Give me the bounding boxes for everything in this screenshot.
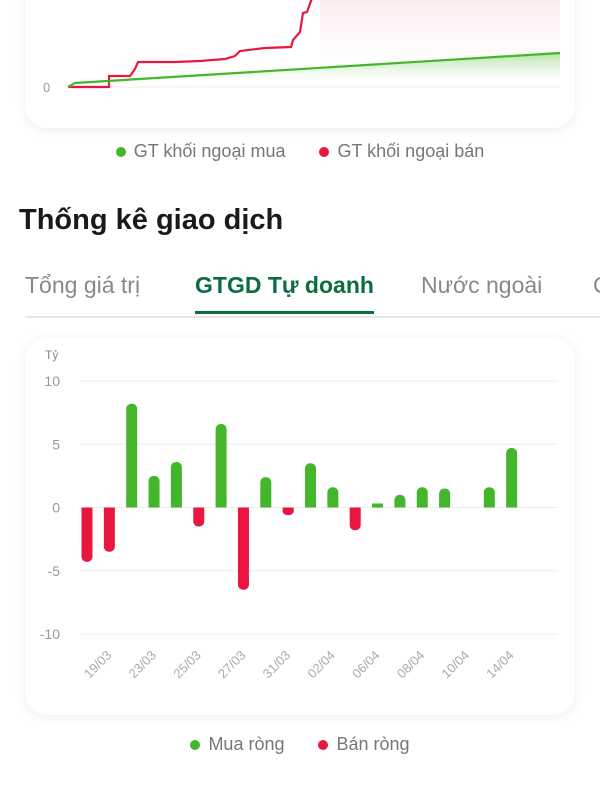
bar-base [170,502,182,508]
bar-base [416,502,428,508]
legend-label: GT khối ngoại mua [133,141,286,161]
green-dot-icon [115,146,126,157]
bar-base [372,503,384,508]
legend-label: GT khối ngoại bán [337,141,485,161]
bar-base [103,507,115,513]
x-tick-label: 19/03 [81,648,115,682]
bar-base [81,507,93,513]
y-axis-unit-label: Tỷ [45,348,58,362]
tab-bar: Tổng giá trị GTGD Tự doanh Nước ngoài C [25,272,600,318]
red-dot-icon [319,146,330,157]
legend-item-sell[interactable]: GT khối ngoại bán [319,141,484,162]
x-tick-label: 27/03 [215,648,249,682]
legend-item-net-sell[interactable]: Bán ròng [318,734,410,755]
tab-total-value[interactable]: Tổng giá trị [25,272,141,298]
y-tick-label: -5 [48,563,61,579]
tab-foreign[interactable]: Nước ngoài [421,272,543,298]
green-dot-icon [190,739,201,750]
bar-base [237,507,249,513]
bar-base [305,502,316,508]
bar-base [483,502,495,508]
y-tick-label: 0 [43,80,50,95]
bar [170,461,182,508]
bar [416,487,428,508]
buy-line [67,51,561,88]
x-tick-label: 06/04 [349,648,383,682]
bar [506,448,518,508]
bar [215,424,227,508]
bar-base [439,502,451,508]
x-tick-label: 08/04 [394,648,428,682]
bar [349,507,361,531]
bar [260,477,272,508]
bar [305,463,316,508]
bar [148,475,160,508]
bar [327,487,339,508]
section-title: Thống kê giao dịch [19,204,284,236]
legend-label: Bán ròng [336,734,410,754]
legend-item-net-buy[interactable]: Mua ròng [190,734,284,755]
x-tick-label: 31/03 [260,648,294,682]
bar-base [327,502,339,508]
bar-base [349,507,361,513]
proprietary-trading-bar-chart: Tỷ 10 5 0 -5 -10 19/03 23/03 25/03 27/03 31/03 02/0… [40,348,558,682]
bar [81,507,93,562]
y-tick-label: 5 [52,436,60,452]
bar-base [193,507,205,513]
bar-base [215,502,227,508]
bar [103,507,115,552]
foreign-trade-line-chart: 0 [43,0,561,95]
legend-label: Mua ròng [208,734,285,754]
tab-proprietary-trading[interactable]: GTGD Tự doanh [195,272,374,314]
legend-item-buy[interactable]: GT khối ngoại mua [115,141,286,162]
x-tick-label: 10/04 [438,648,472,682]
bar-base [282,507,294,513]
y-tick-label: -10 [40,626,60,642]
bar-chart-legend: Mua ròng Bán ròng [0,734,600,755]
tab-more[interactable]: C [593,272,600,311]
x-tick-label: 25/03 [170,648,204,682]
bar [237,507,249,590]
bar-base [394,502,406,508]
y-tick-label: 10 [44,373,60,389]
x-tick-label: 23/03 [126,648,160,682]
bar-chart-card: Tỷ 10 5 0 -5 -10 19/03 23/03 25/03 27/03 31/03 02/0… [25,338,575,715]
top-chart-legend: GT khối ngoại mua GT khối ngoại bán [0,141,600,162]
x-tick-label: 14/04 [483,648,517,682]
bar-base [506,502,518,508]
bar-base [126,502,138,508]
x-tick-label: 02/04 [304,648,338,682]
y-tick-label: 0 [52,500,60,516]
bar [126,403,138,508]
sell-line [68,0,313,89]
foreign-trade-chart-card: 0 [25,0,575,128]
red-dot-icon [318,739,329,750]
bar-base [148,502,160,508]
bar [483,487,495,508]
bar-base [260,502,272,508]
